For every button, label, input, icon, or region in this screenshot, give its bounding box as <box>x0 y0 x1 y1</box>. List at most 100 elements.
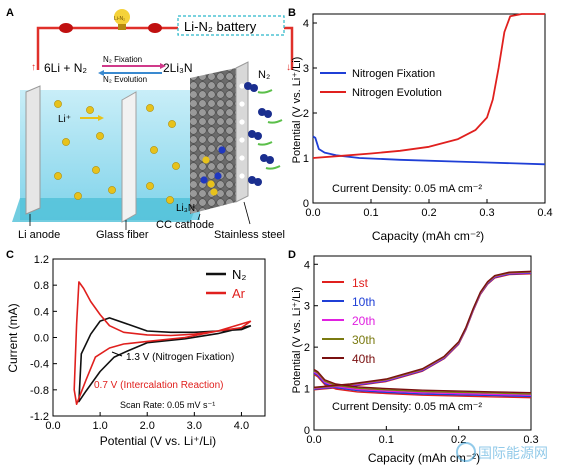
panel-a-letter: A <box>6 7 14 19</box>
chart-c-ylabel: Current (mA) <box>6 303 20 372</box>
y-tick-label: 1 <box>304 384 310 396</box>
x-tick-label: 0.3 <box>523 434 538 446</box>
series-nitrogen-fixation <box>312 135 546 166</box>
x-tick-label: 0.1 <box>379 434 394 446</box>
y-tick-label: 0.0 <box>34 333 49 345</box>
x-tick-label: 2.0 <box>140 420 155 432</box>
current-arrow-icon: ↑ <box>31 62 36 73</box>
stainless-steel <box>235 61 249 203</box>
battery-title: Li-N₂ battery <box>184 19 257 34</box>
n2-label: N₂ <box>258 69 270 81</box>
leader-lines <box>29 201 251 230</box>
chart-d-series <box>313 270 532 399</box>
chart-b-ylabel: Potential (V vs. Li⁺/Li) <box>291 57 303 164</box>
chart-b-ticks: 0.0 0.1 0.2 0.3 0.4 0 1 2 3 4 <box>303 18 553 219</box>
evolution-label: N₂ Evolution <box>103 75 147 84</box>
li-ion-arrow-icon <box>98 115 104 121</box>
series-nitrogen-evolution <box>312 13 545 159</box>
legend-label-1st: 1st <box>352 276 369 290</box>
x-tick-label: 0.3 <box>479 207 494 219</box>
panel-c: C 0.0 1.0 2.0 3.0 4.0 1.2 0.8 0.4 0.0 -0.4 -0.8 -1.… <box>6 249 266 448</box>
chart-b-annotation: Current Density: 0.05 mA cm⁻² <box>332 183 482 195</box>
legend-label-30th: 30th <box>352 333 375 347</box>
chart-b-xlabel: Capacity (mAh cm⁻²) <box>372 229 484 243</box>
battery-title-box <box>177 15 285 36</box>
y-tick-label: 0.8 <box>34 280 49 292</box>
reaction-arrows-icon <box>98 63 166 76</box>
series-20th-discharge <box>313 371 532 396</box>
panel-b-letter: B <box>288 7 296 19</box>
legend-label-n2: N₂ <box>232 267 246 282</box>
mesh-holes <box>239 83 245 179</box>
legend-label-fixation: Nitrogen Fixation <box>352 68 435 80</box>
li-anode <box>25 85 41 215</box>
li3n-label: Li₃N <box>176 203 195 214</box>
y-tick-label: -1.2 <box>30 411 49 423</box>
panel-b: B 0.0 0.1 0.2 0.3 0.4 0 1 2 3 4 Potential (V vs. … <box>288 7 553 243</box>
y-tick-label: 4 <box>303 18 309 30</box>
x-tick-label: 0.0 <box>305 207 320 219</box>
series-40th-charge <box>313 270 532 388</box>
circuit-wire <box>36 26 294 70</box>
chart-c-annotation-intercalation: 0.7 V (Intercalation Reaction) <box>94 380 224 391</box>
x-tick-label: 1.0 <box>92 420 107 432</box>
chart-d-annotation: Current Density: 0.05 mA cm⁻² <box>332 401 482 413</box>
electrolyte <box>20 90 200 220</box>
legend-label-20th: 20th <box>352 314 375 328</box>
chart-b-series <box>312 13 546 166</box>
legend-label-10th: 10th <box>352 295 375 309</box>
y-tick-label: 1 <box>303 153 309 165</box>
y-tick-label: -0.4 <box>30 359 49 371</box>
chart-c-series <box>73 281 252 406</box>
x-tick-label: 0.4 <box>537 207 552 219</box>
watermark-logo-icon <box>456 442 476 462</box>
y-tick-label: -0.8 <box>30 385 49 397</box>
series-n2-cv <box>78 317 252 403</box>
y-tick-label: 2 <box>303 108 309 120</box>
separator-label: Glass fiber <box>96 229 149 241</box>
watermark: 国际能源网 <box>456 442 548 462</box>
li-ion-label: Li⁺ <box>58 114 71 125</box>
y-tick-label: 0.4 <box>34 306 49 318</box>
x-tick-label: 4.0 <box>234 420 249 432</box>
y-tick-label: 2 <box>304 342 310 354</box>
n2-flow-arrow-icon <box>257 89 283 170</box>
legend-label-ar: Ar <box>232 286 246 301</box>
series-10th-discharge <box>313 372 532 398</box>
bulb-label: Li-N₂ <box>114 16 125 22</box>
series-40th-discharge <box>313 368 532 394</box>
watermark-text: 国际能源网 <box>478 445 548 461</box>
x-tick-label: 0.1 <box>363 207 378 219</box>
x-tick-label: 3.0 <box>187 420 202 432</box>
glass-fiber-separator <box>121 91 137 223</box>
chart-c-xlabel: Potential (V vs. Li⁺/Li) <box>100 434 216 448</box>
series-1st-charge <box>313 273 532 391</box>
electrolyte-floor <box>12 198 200 222</box>
li-ion-dots <box>54 100 180 204</box>
legend-label-evolution: Nitrogen Evolution <box>352 87 442 99</box>
y-tick-label: 1.2 <box>34 254 49 266</box>
panel-c-letter: C <box>6 249 14 261</box>
x-tick-label: 0.0 <box>306 434 321 446</box>
fixation-label: N₂ Fixation <box>103 55 142 64</box>
panel-a: A ↑ ↓ Li-N₂ Li-N₂ battery 6Li + N₂ 2Li₃N… <box>6 7 294 241</box>
steel-label: Stainless steel <box>214 229 285 241</box>
x-tick-label: 0.2 <box>421 207 436 219</box>
x-tick-label: 0.0 <box>45 420 60 432</box>
chart-c-annotation-scanrate: Scan Rate: 0.05 mV s⁻¹ <box>120 400 215 410</box>
annotation-arrow-icon <box>111 351 123 357</box>
series-30th-discharge <box>313 370 532 395</box>
series-ar-cv <box>73 281 252 406</box>
chart-c-ticks: 0.0 1.0 2.0 3.0 4.0 1.2 0.8 0.4 0.0 -0.4 -0.8 -1.2 <box>30 254 249 432</box>
legend-label-40th: 40th <box>352 352 375 366</box>
panel-d-letter: D <box>288 249 296 261</box>
y-tick-label: 3 <box>303 63 309 75</box>
chart-d-xlabel: Capacity (mAh cm⁻²) <box>368 451 480 465</box>
chart-d-legend: 1st 10th 20th 30th 40th <box>322 276 375 366</box>
anode-label: Li anode <box>18 229 60 241</box>
cathode-label: CC cathode <box>156 219 214 231</box>
y-tick-label: 3 <box>304 301 310 313</box>
